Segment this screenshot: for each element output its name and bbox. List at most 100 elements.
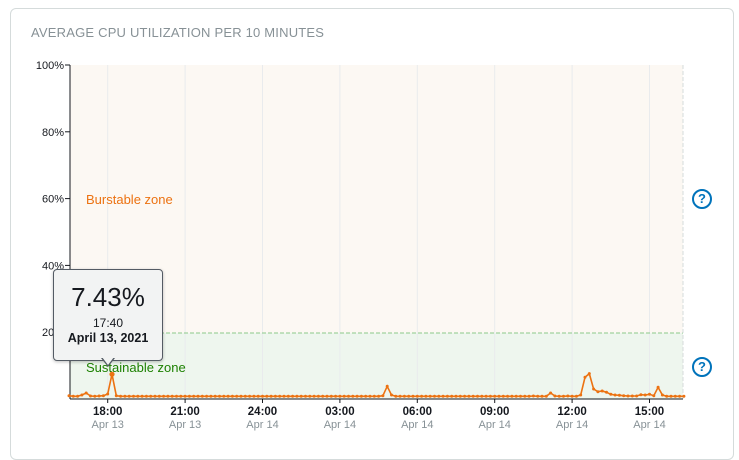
cpu-data-point[interactable]	[252, 394, 256, 398]
cpu-data-point[interactable]	[480, 394, 484, 398]
cpu-data-point[interactable]	[587, 372, 591, 376]
cpu-data-point[interactable]	[248, 394, 252, 398]
cpu-data-point[interactable]	[420, 394, 424, 398]
cpu-data-point[interactable]	[93, 394, 97, 398]
cpu-data-point[interactable]	[385, 384, 389, 388]
cpu-data-point[interactable]	[149, 394, 153, 398]
cpu-data-point[interactable]	[592, 387, 596, 391]
cpu-data-point[interactable]	[187, 394, 191, 398]
cpu-data-point[interactable]	[605, 390, 608, 394]
cpu-data-point[interactable]	[609, 392, 613, 396]
cpu-data-point[interactable]	[428, 394, 432, 398]
cpu-data-point[interactable]	[359, 394, 363, 398]
cpu-data-point[interactable]	[347, 394, 350, 398]
cpu-data-point[interactable]	[295, 394, 299, 398]
cpu-data-point[interactable]	[321, 394, 325, 398]
cpu-data-point[interactable]	[596, 390, 600, 394]
cpu-data-point[interactable]	[209, 394, 213, 398]
burstable-help-icon[interactable]: ?	[692, 189, 712, 209]
cpu-data-point[interactable]	[291, 394, 295, 398]
cpu-data-point[interactable]	[635, 394, 639, 398]
cpu-data-point[interactable]	[424, 394, 428, 398]
cpu-data-point[interactable]	[325, 394, 329, 398]
cpu-data-point[interactable]	[471, 394, 475, 398]
cpu-data-point[interactable]	[282, 394, 286, 398]
cpu-data-point[interactable]	[643, 393, 647, 397]
cpu-data-point[interactable]	[669, 394, 673, 398]
cpu-data-point[interactable]	[351, 394, 355, 398]
cpu-data-point[interactable]	[445, 394, 449, 398]
cpu-data-point[interactable]	[488, 394, 492, 398]
cpu-data-point[interactable]	[506, 394, 510, 398]
cpu-data-point[interactable]	[519, 394, 522, 398]
cpu-data-point[interactable]	[682, 394, 686, 398]
cpu-data-point[interactable]	[304, 394, 307, 398]
cpu-data-point[interactable]	[97, 394, 101, 398]
cpu-data-point[interactable]	[243, 394, 247, 398]
cpu-data-point[interactable]	[205, 394, 209, 398]
cpu-data-point[interactable]	[407, 394, 411, 398]
cpu-data-point[interactable]	[557, 394, 561, 398]
cpu-data-point[interactable]	[493, 394, 497, 398]
cpu-data-point[interactable]	[553, 394, 557, 398]
cpu-data-point[interactable]	[566, 394, 570, 398]
cpu-data-point[interactable]	[381, 394, 385, 398]
cpu-data-point[interactable]	[101, 394, 105, 398]
cpu-data-point[interactable]	[213, 394, 217, 398]
cpu-data-point[interactable]	[441, 394, 445, 398]
cpu-data-point[interactable]	[652, 394, 656, 398]
cpu-data-point[interactable]	[648, 392, 651, 396]
cpu-data-point[interactable]	[278, 394, 282, 398]
cpu-highlighted-point[interactable]	[109, 371, 115, 377]
cpu-data-point[interactable]	[153, 394, 157, 398]
cpu-data-point[interactable]	[527, 394, 531, 398]
cpu-data-point[interactable]	[196, 394, 200, 398]
cpu-data-point[interactable]	[630, 394, 634, 398]
cpu-data-point[interactable]	[497, 394, 501, 398]
cpu-data-point[interactable]	[665, 394, 669, 398]
cpu-data-point[interactable]	[626, 394, 630, 398]
cpu-data-point[interactable]	[531, 394, 535, 398]
cpu-data-point[interactable]	[235, 394, 239, 398]
cpu-data-point[interactable]	[114, 394, 118, 398]
cpu-data-point[interactable]	[239, 394, 243, 398]
cpu-data-point[interactable]	[437, 394, 441, 398]
cpu-data-point[interactable]	[299, 394, 303, 398]
cpu-data-point[interactable]	[119, 394, 123, 398]
cpu-data-point[interactable]	[368, 394, 372, 398]
cpu-data-point[interactable]	[583, 375, 587, 379]
cpu-data-point[interactable]	[510, 394, 514, 398]
cpu-data-point[interactable]	[132, 394, 135, 398]
cpu-data-point[interactable]	[450, 394, 454, 398]
cpu-data-point[interactable]	[316, 394, 320, 398]
cpu-data-point[interactable]	[639, 393, 643, 397]
cpu-data-point[interactable]	[673, 394, 677, 398]
cpu-data-point[interactable]	[273, 394, 277, 398]
cpu-data-point[interactable]	[544, 394, 548, 398]
cpu-data-point[interactable]	[622, 394, 626, 398]
cpu-data-point[interactable]	[230, 394, 234, 398]
cpu-data-point[interactable]	[411, 394, 415, 398]
cpu-data-point[interactable]	[226, 394, 230, 398]
cpu-data-point[interactable]	[80, 393, 84, 397]
cpu-data-point[interactable]	[342, 394, 346, 398]
cpu-data-point[interactable]	[402, 394, 406, 398]
cpu-data-point[interactable]	[162, 394, 166, 398]
sustainable-help-icon[interactable]: ?	[692, 357, 712, 377]
cpu-data-point[interactable]	[540, 394, 544, 398]
cpu-data-point[interactable]	[106, 392, 110, 396]
cpu-data-point[interactable]	[549, 391, 553, 395]
cpu-data-point[interactable]	[136, 394, 140, 398]
cpu-data-point[interactable]	[157, 394, 161, 398]
cpu-data-point[interactable]	[338, 394, 342, 398]
cpu-data-point[interactable]	[678, 394, 682, 398]
cpu-data-point[interactable]	[458, 394, 462, 398]
cpu-data-point[interactable]	[308, 394, 312, 398]
cpu-data-point[interactable]	[71, 394, 75, 398]
cpu-data-point[interactable]	[514, 394, 518, 398]
cpu-data-point[interactable]	[394, 394, 398, 398]
cpu-data-point[interactable]	[144, 394, 148, 398]
cpu-data-point[interactable]	[536, 394, 540, 398]
cpu-data-point[interactable]	[574, 394, 578, 398]
cpu-data-point[interactable]	[390, 393, 393, 397]
